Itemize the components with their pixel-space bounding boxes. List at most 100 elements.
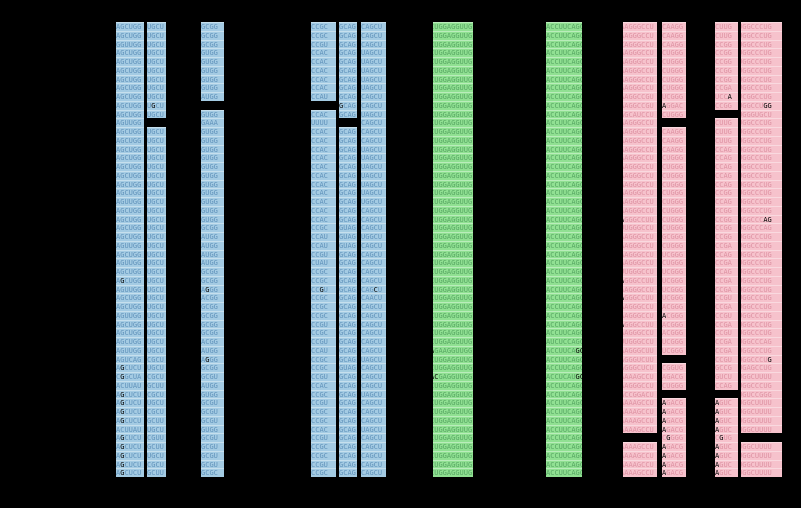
nucleotide-char: G (575, 311, 580, 320)
nucleotide-char: U (763, 408, 768, 416)
nucleotide-char: C (641, 338, 646, 346)
nucleotide-char: U (562, 110, 568, 119)
nucleotide-char: G (719, 443, 724, 451)
nucleotide-char: C (550, 443, 555, 451)
nucleotide-char: G (201, 128, 206, 136)
nucleotide-char: C (315, 416, 320, 425)
nucleotide-char: G (723, 206, 728, 215)
nucleotide-char: A (116, 303, 121, 311)
nucleotide-char: G (451, 320, 456, 329)
nucleotide-char: G (438, 373, 443, 381)
sequence-tile: GCAG (339, 179, 357, 189)
nucleotide-char: U (377, 163, 383, 171)
nucleotide-char: G (759, 390, 764, 399)
nucleotide-char: U (434, 93, 439, 101)
nucleotide-char: C (315, 163, 320, 171)
nucleotide-char: G (442, 285, 447, 294)
nucleotide-char: C (754, 66, 760, 75)
nucleotide-char: C (155, 93, 160, 101)
nucleotide-char: C (433, 251, 434, 259)
nucleotide-char: G (455, 294, 460, 302)
nucleotide-char: G (209, 346, 214, 355)
nucleotide-char: C (636, 364, 642, 372)
nucleotide-char: C (124, 84, 129, 92)
sequence-tile: CCGC (311, 30, 336, 40)
nucleotide-char: C (124, 294, 129, 302)
nucleotide-char: A (623, 102, 624, 110)
nucleotide-char: C (433, 207, 434, 215)
nucleotide-char: U (463, 425, 468, 434)
sequence-gap (662, 118, 686, 127)
nucleotide-char: C (580, 329, 582, 337)
nucleotide-char: A (347, 233, 352, 241)
nucleotide-char: G (767, 364, 772, 372)
nucleotide-char: C (567, 469, 572, 477)
nucleotide-char: C (554, 451, 559, 460)
nucleotide-char: G (746, 399, 751, 407)
nucleotide-char: G (442, 23, 447, 31)
nucleotide-char: U (759, 408, 764, 416)
nucleotide-char: A (666, 128, 671, 136)
nucleotide-char: C (719, 180, 724, 189)
nucleotide-char: G (151, 40, 156, 49)
nucleotide-char: G (467, 373, 473, 381)
nucleotide-char: C (641, 268, 646, 276)
nucleotide-char: C (567, 311, 572, 320)
sequence-tile: CCAC (311, 197, 336, 206)
sequence-tile: CUAU (311, 258, 336, 267)
nucleotide-char: C (311, 329, 316, 337)
nucleotide-char: G (438, 49, 443, 57)
nucleotide-char: C (754, 119, 760, 127)
nucleotide-char: C (323, 311, 328, 320)
nucleotide-char: C (323, 75, 328, 84)
sequence-tile: CCGG (715, 74, 738, 84)
nucleotide-char: C (567, 268, 572, 276)
nucleotide-char: C (641, 66, 646, 75)
nucleotide-char: C (550, 136, 555, 145)
nucleotide-char: A (623, 382, 624, 390)
nucleotide-char: U (128, 101, 133, 110)
sequence-tile: CCGA (715, 284, 738, 294)
nucleotide-char: A (116, 224, 121, 232)
nucleotide-char: C (750, 66, 755, 75)
nucleotide-char: C (311, 338, 316, 346)
nucleotide-char: G (670, 329, 675, 337)
nucleotide-char: U (666, 189, 671, 197)
nucleotide-char: G (575, 276, 580, 285)
nucleotide-char: C (645, 224, 650, 232)
sequence-tile: CUGGAGGUUG (433, 328, 473, 337)
nucleotide-char: C (311, 136, 316, 145)
nucleotide-char: C (727, 416, 732, 425)
nucleotide-char: G (723, 66, 728, 75)
nucleotide-char: G (678, 469, 684, 477)
nucleotide-char: G (213, 58, 218, 66)
sequence-tile: CUGGG (662, 74, 686, 84)
sequence-tile: CCAC (311, 57, 336, 66)
nucleotide-char: C (750, 75, 755, 84)
nucleotide-char: C (754, 206, 760, 215)
nucleotide-char: C (641, 206, 646, 215)
nucleotide-char: G (351, 268, 356, 276)
nucleotide-char: U (649, 40, 654, 49)
nucleotide-char: C (343, 329, 348, 337)
sequence-tile: UGCU (147, 214, 166, 224)
nucleotide-char: C (750, 119, 755, 127)
nucleotide-char: G (369, 233, 374, 241)
nucleotide-char: C (580, 67, 582, 75)
nucleotide-char: C (641, 93, 646, 101)
nucleotide-char: G (201, 399, 206, 407)
nucleotide-char: G (137, 119, 142, 127)
nucleotide-char: C (580, 268, 582, 276)
sequence-tile: AGUUGG (116, 345, 144, 355)
nucleotide-char: C (666, 329, 671, 337)
nucleotide-char: C (580, 426, 582, 434)
nucleotide-char: G (365, 198, 370, 206)
nucleotide-char: G (132, 320, 138, 329)
nucleotide-char: U (649, 84, 654, 92)
nucleotide-char: G (132, 224, 138, 232)
nucleotide-char: C (641, 58, 646, 66)
